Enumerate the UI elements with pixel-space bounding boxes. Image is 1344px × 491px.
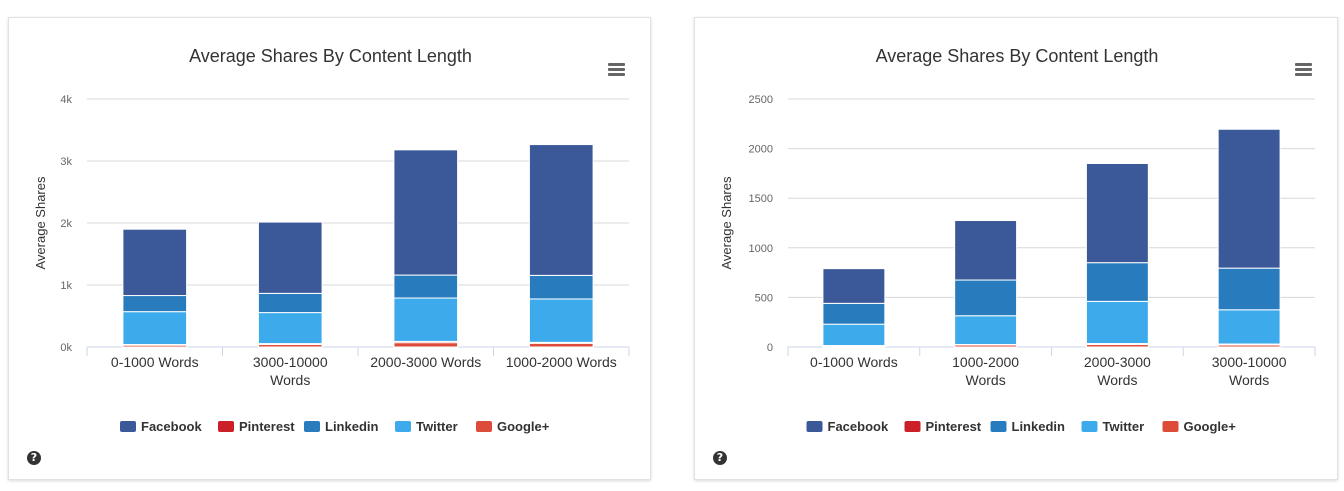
y-tick-label: 2000	[749, 144, 773, 156]
x-category-label: 3000-10000 Words	[253, 354, 328, 388]
bar-segment-twitter[interactable]	[1217, 309, 1281, 345]
bar-segment-twitter[interactable]	[528, 298, 594, 343]
legend-item-linkedin[interactable]: Linkedin	[990, 419, 1066, 434]
legend-label: Twitter	[1103, 419, 1145, 434]
hamburger-menu-icon[interactable]	[1295, 63, 1312, 76]
y-axis-label: Average Shares	[719, 176, 734, 269]
legend-label: Facebook	[828, 419, 889, 434]
chart-panel-1: Average Shares By Content Length 0k 1k 2k 3k…	[8, 17, 651, 480]
legend-item-facebook[interactable]: Facebook	[120, 419, 202, 434]
legend-label: Pinterest	[239, 419, 295, 434]
bar-segment-facebook[interactable]	[822, 268, 886, 304]
bar-segment-facebook[interactable]	[122, 228, 188, 297]
legend-item-googleplus[interactable]: Google+	[476, 419, 550, 434]
bar-segment-linkedin[interactable]	[122, 295, 188, 313]
y-axis-label: Average Shares	[33, 176, 48, 269]
bar-segment-linkedin[interactable]	[954, 279, 1018, 317]
help-icon[interactable]: ?	[713, 451, 727, 465]
legend-swatch	[904, 421, 921, 432]
legend-item-pinterest[interactable]: Pinterest	[904, 419, 982, 434]
legend-item-linkedin[interactable]: Linkedin	[304, 419, 379, 434]
legend-swatch	[1081, 421, 1098, 432]
legend-item-twitter[interactable]: Twitter	[395, 419, 458, 434]
legend-item-twitter[interactable]: Twitter	[1081, 419, 1145, 434]
x-category-label: 1000-2000 Words	[952, 354, 1019, 388]
bar-segment-facebook[interactable]	[257, 221, 323, 294]
bar-segment-linkedin[interactable]	[822, 302, 886, 325]
bar-segment-twitter[interactable]	[954, 315, 1018, 346]
legend-label: Linkedin	[325, 419, 379, 434]
bar-segment-linkedin[interactable]	[1217, 267, 1281, 311]
bar-segment-linkedin[interactable]	[528, 274, 594, 300]
chart-title: Average Shares By Content Length	[876, 46, 1159, 66]
legend-swatch	[806, 421, 823, 432]
y-tick-label: 1500	[749, 193, 773, 205]
y-tick-label: 1k	[60, 280, 72, 292]
y-tick-label: 500	[755, 292, 773, 304]
bar-segment-twitter[interactable]	[822, 323, 886, 347]
legend-swatch	[218, 421, 234, 432]
bar-segment-googleplus[interactable]	[393, 342, 459, 348]
chart-title: Average Shares By Content Length	[189, 46, 472, 66]
y-tick-label: 1000	[749, 243, 773, 255]
y-tick-label: 2k	[60, 218, 72, 230]
x-category-label: 3000-10000 Words	[1212, 354, 1287, 388]
bar-segment-twitter[interactable]	[257, 312, 323, 345]
legend-label: Twitter	[416, 419, 458, 434]
legend-item-facebook[interactable]: Facebook	[806, 419, 889, 434]
help-icon[interactable]: ?	[27, 451, 41, 465]
chart-1: Average Shares By Content Length 0k 1k 2k 3k…	[33, 46, 630, 434]
bar-segment-facebook[interactable]	[528, 144, 594, 276]
legend-swatch	[476, 421, 492, 432]
y-tick-label: 2500	[749, 94, 773, 106]
legend-item-pinterest[interactable]: Pinterest	[218, 419, 295, 434]
x-category-label: 2000-3000 Words	[370, 354, 481, 370]
legend-swatch	[1162, 421, 1179, 432]
bar-segment-linkedin[interactable]	[1085, 262, 1149, 302]
chart-2: Average Shares By Content Length 0 500 1000…	[719, 46, 1316, 434]
legend-label: Google+	[497, 419, 550, 434]
x-category-label: 2000-3000 Words	[1084, 354, 1151, 388]
legend-label: Linkedin	[1012, 419, 1066, 434]
x-category-label: 1000-2000 Words	[506, 354, 617, 370]
y-tick-label: 4k	[60, 94, 72, 106]
legend-swatch	[395, 421, 411, 432]
bar-segment-twitter[interactable]	[122, 311, 188, 346]
legend-swatch	[304, 421, 320, 432]
y-tick-label: 0	[767, 342, 773, 354]
legend-swatch	[990, 421, 1007, 432]
bar-segment-facebook[interactable]	[393, 149, 459, 276]
bar-segment-linkedin[interactable]	[393, 274, 459, 299]
bar-segment-facebook[interactable]	[1217, 128, 1281, 269]
bar-segment-googleplus[interactable]	[528, 342, 594, 348]
bar-segment-linkedin[interactable]	[257, 292, 323, 314]
y-tick-label: 0k	[60, 342, 72, 354]
legend-swatch	[120, 421, 136, 432]
x-category-label: 0-1000 Words	[111, 354, 199, 370]
bar-segment-facebook[interactable]	[954, 220, 1018, 281]
hamburger-menu-icon[interactable]	[608, 63, 625, 76]
legend-item-googleplus[interactable]: Google+	[1162, 419, 1237, 434]
bar-segment-twitter[interactable]	[393, 297, 459, 342]
y-tick-label: 3k	[60, 156, 72, 168]
x-category-label: 0-1000 Words	[810, 354, 898, 370]
chart-panel-2: Average Shares By Content Length 0 500 1000…	[694, 17, 1338, 480]
legend-label: Pinterest	[926, 419, 982, 434]
bar-segment-facebook[interactable]	[1085, 162, 1149, 264]
legend-label: Facebook	[141, 419, 202, 434]
legend-label: Google+	[1184, 419, 1237, 434]
bar-segment-twitter[interactable]	[1085, 300, 1149, 345]
